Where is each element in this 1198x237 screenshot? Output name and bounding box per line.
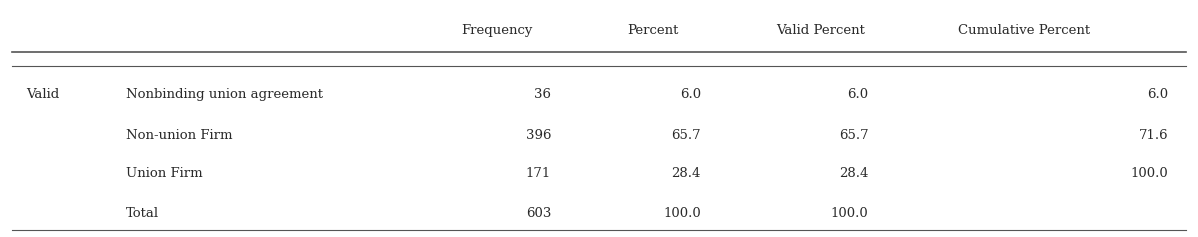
Text: 100.0: 100.0	[830, 207, 869, 220]
Text: Non-union Firm: Non-union Firm	[126, 129, 232, 141]
Text: 6.0: 6.0	[679, 88, 701, 101]
Text: 65.7: 65.7	[839, 129, 869, 141]
Text: 36: 36	[534, 88, 551, 101]
Text: Valid: Valid	[26, 88, 60, 101]
Text: Cumulative Percent: Cumulative Percent	[958, 24, 1090, 37]
Text: Union Firm: Union Firm	[126, 167, 202, 179]
Text: 396: 396	[526, 129, 551, 141]
Text: 171: 171	[526, 167, 551, 179]
Text: 28.4: 28.4	[839, 167, 869, 179]
Text: Percent: Percent	[628, 24, 678, 37]
Text: 603: 603	[526, 207, 551, 220]
Text: 71.6: 71.6	[1138, 129, 1168, 141]
Text: 6.0: 6.0	[847, 88, 869, 101]
Text: 100.0: 100.0	[662, 207, 701, 220]
Text: Valid Percent: Valid Percent	[776, 24, 865, 37]
Text: Total: Total	[126, 207, 159, 220]
Text: 28.4: 28.4	[671, 167, 701, 179]
Text: Frequency: Frequency	[461, 24, 533, 37]
Text: Nonbinding union agreement: Nonbinding union agreement	[126, 88, 322, 101]
Text: 6.0: 6.0	[1146, 88, 1168, 101]
Text: 65.7: 65.7	[671, 129, 701, 141]
Text: 100.0: 100.0	[1130, 167, 1168, 179]
